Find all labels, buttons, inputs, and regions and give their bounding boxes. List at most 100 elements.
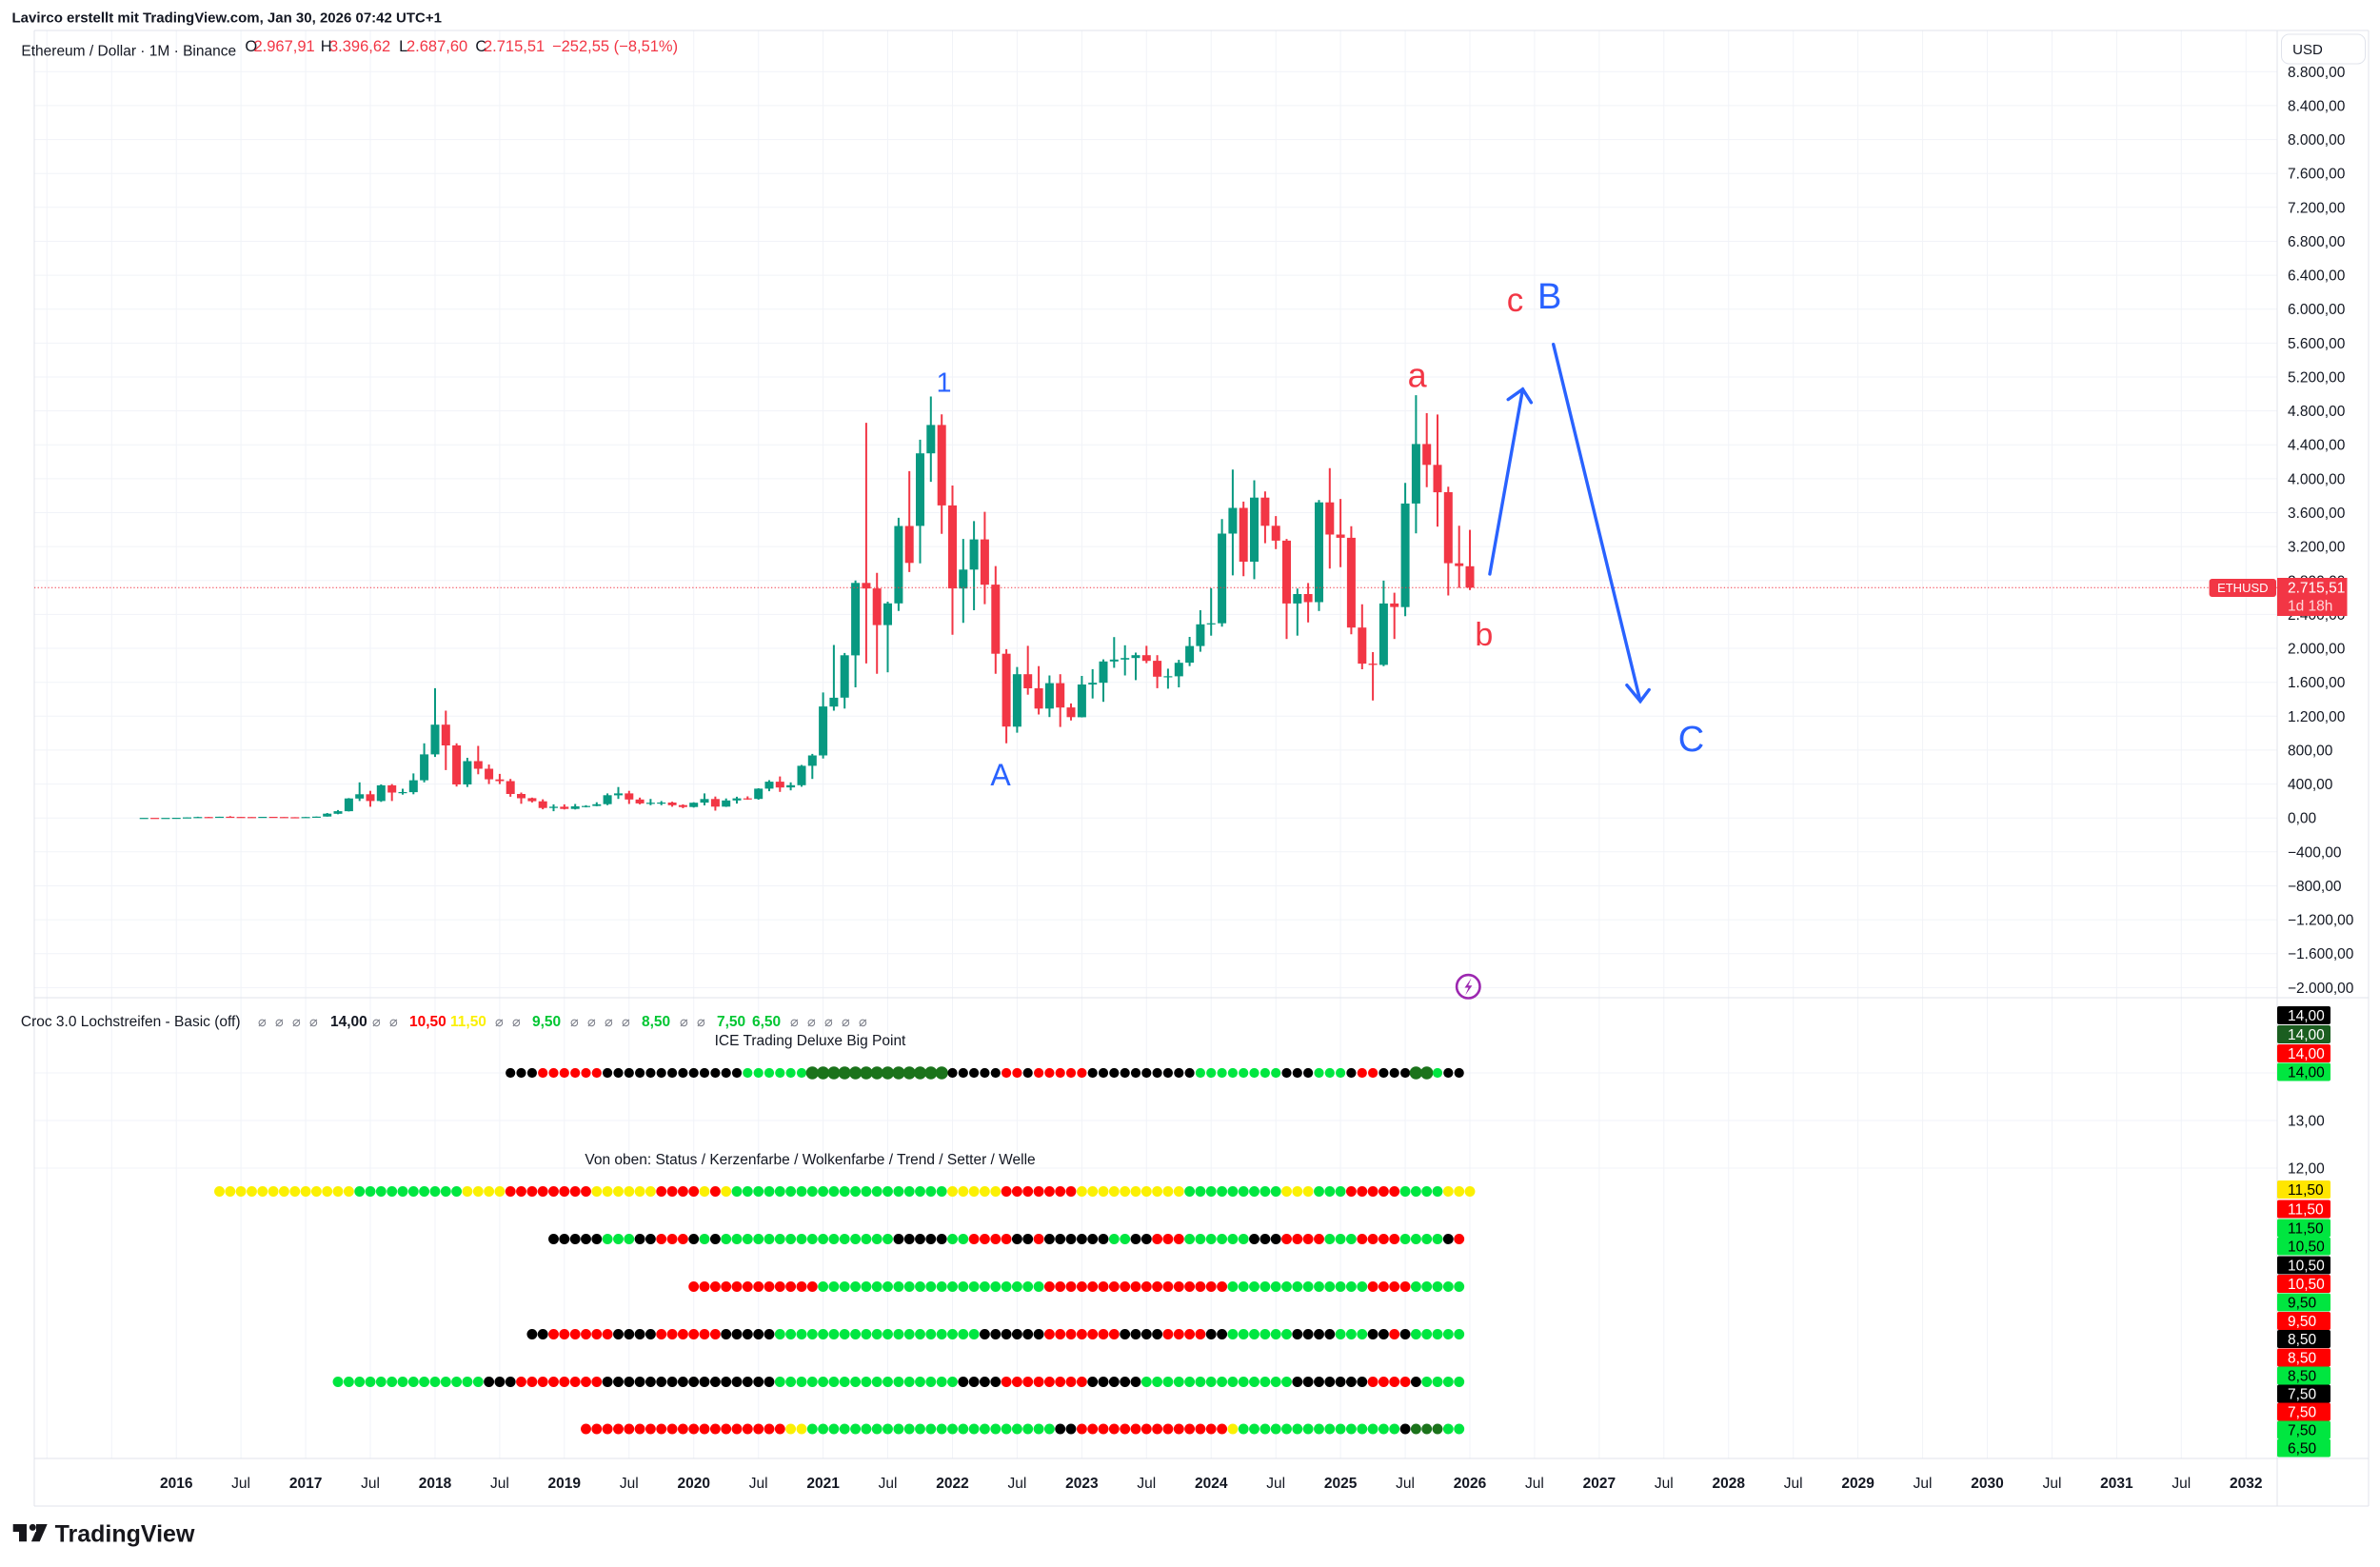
- svg-text:⌀: ⌀: [807, 1015, 816, 1030]
- svg-text:TradingView: TradingView: [55, 1521, 195, 1548]
- svg-text:14,00: 14,00: [2288, 1046, 2325, 1062]
- svg-text:Jul: Jul: [1914, 1476, 1933, 1492]
- svg-text:4.400,00: 4.400,00: [2288, 438, 2346, 454]
- svg-text:−800,00: −800,00: [2288, 879, 2342, 895]
- svg-text:−252,55 (−8,51%): −252,55 (−8,51%): [552, 38, 678, 55]
- svg-text:8.400,00: 8.400,00: [2288, 98, 2346, 114]
- svg-text:9,50: 9,50: [2288, 1314, 2317, 1330]
- svg-text:9,50: 9,50: [2288, 1296, 2317, 1312]
- svg-text:7,50: 7,50: [2288, 1423, 2317, 1439]
- svg-text:7.200,00: 7.200,00: [2288, 200, 2346, 216]
- svg-text:⌀: ⌀: [790, 1015, 799, 1030]
- svg-text:2027: 2027: [1583, 1476, 1616, 1492]
- svg-text:3.200,00: 3.200,00: [2288, 540, 2346, 556]
- svg-text:⌀: ⌀: [258, 1015, 267, 1030]
- svg-text:13,00: 13,00: [2288, 1114, 2325, 1130]
- svg-text:4.800,00: 4.800,00: [2288, 404, 2346, 420]
- svg-text:11,50: 11,50: [2288, 1202, 2324, 1219]
- svg-text:7,50: 7,50: [2288, 1405, 2317, 1421]
- svg-text:6.000,00: 6.000,00: [2288, 302, 2346, 318]
- svg-text:400,00: 400,00: [2288, 777, 2333, 793]
- svg-text:Jul: Jul: [620, 1476, 639, 1492]
- svg-text:11,50: 11,50: [450, 1014, 486, 1030]
- svg-text:Jul: Jul: [1784, 1476, 1803, 1492]
- svg-text:Jul: Jul: [1137, 1476, 1156, 1492]
- svg-text:2.715,51: 2.715,51: [2288, 581, 2345, 597]
- svg-text:2021: 2021: [806, 1476, 840, 1492]
- svg-text:11,50: 11,50: [2288, 1221, 2324, 1238]
- svg-text:⌀: ⌀: [292, 1015, 301, 1030]
- svg-text:12,00: 12,00: [2288, 1161, 2325, 1178]
- svg-text:Jul: Jul: [2043, 1476, 2062, 1492]
- svg-text:2030: 2030: [1971, 1476, 2003, 1492]
- svg-text:14,00: 14,00: [2288, 1008, 2325, 1024]
- svg-text:Croc 3.0 Lochstreifen - Basic: Croc 3.0 Lochstreifen - Basic (off): [21, 1014, 241, 1030]
- svg-text:ETHUSD: ETHUSD: [2217, 581, 2268, 595]
- svg-text:Jul: Jul: [231, 1476, 250, 1492]
- svg-text:10,50: 10,50: [2288, 1277, 2325, 1293]
- svg-text:L: L: [399, 38, 407, 55]
- svg-text:Jul: Jul: [2172, 1476, 2191, 1492]
- svg-text:2023: 2023: [1065, 1476, 1099, 1492]
- svg-text:H: H: [321, 38, 332, 55]
- svg-text:2018: 2018: [419, 1476, 452, 1492]
- svg-text:5.200,00: 5.200,00: [2288, 370, 2346, 387]
- svg-text:7,50: 7,50: [2288, 1387, 2317, 1403]
- svg-text:10,50: 10,50: [2288, 1240, 2325, 1256]
- svg-text:2017: 2017: [289, 1476, 322, 1492]
- svg-text:3.600,00: 3.600,00: [2288, 506, 2346, 522]
- svg-text:C: C: [1678, 720, 1704, 760]
- svg-text:Jul: Jul: [1396, 1476, 1415, 1492]
- svg-text:2028: 2028: [1713, 1476, 1746, 1492]
- svg-text:7,50: 7,50: [717, 1014, 745, 1030]
- svg-text:Jul: Jul: [1007, 1476, 1026, 1492]
- svg-text:⌀: ⌀: [495, 1015, 504, 1030]
- svg-text:Jul: Jul: [1525, 1476, 1544, 1492]
- svg-text:O: O: [245, 38, 257, 55]
- svg-text:7.600,00: 7.600,00: [2288, 167, 2346, 183]
- svg-text:Ethereum / Dollar · 1M · Binan: Ethereum / Dollar · 1M · Binance: [21, 44, 236, 60]
- svg-text:−400,00: −400,00: [2288, 844, 2342, 861]
- svg-text:2026: 2026: [1454, 1476, 1487, 1492]
- svg-text:2.687,60: 2.687,60: [407, 38, 467, 55]
- svg-text:⌀: ⌀: [622, 1015, 630, 1030]
- svg-text:Jul: Jul: [879, 1476, 898, 1492]
- svg-text:3.396,62: 3.396,62: [329, 38, 390, 55]
- svg-text:8.800,00: 8.800,00: [2288, 65, 2346, 81]
- svg-text:⌀: ⌀: [570, 1015, 579, 1030]
- svg-text:1.600,00: 1.600,00: [2288, 675, 2346, 691]
- svg-text:8,50: 8,50: [2288, 1369, 2317, 1385]
- svg-text:Jul: Jul: [749, 1476, 768, 1492]
- svg-text:⌀: ⌀: [587, 1015, 596, 1030]
- svg-text:c: c: [1507, 282, 1524, 319]
- svg-text:8,50: 8,50: [642, 1014, 670, 1030]
- svg-text:⌀: ⌀: [824, 1015, 833, 1030]
- svg-text:10,50: 10,50: [2288, 1259, 2325, 1275]
- svg-text:6.400,00: 6.400,00: [2288, 268, 2346, 285]
- svg-text:2024: 2024: [1195, 1476, 1228, 1492]
- svg-text:−1.200,00: −1.200,00: [2288, 913, 2354, 929]
- svg-text:1.200,00: 1.200,00: [2288, 709, 2346, 725]
- svg-text:ICE Trading Deluxe Big Point: ICE Trading Deluxe Big Point: [715, 1033, 906, 1049]
- svg-text:b: b: [1475, 617, 1493, 653]
- svg-text:2025: 2025: [1324, 1476, 1358, 1492]
- svg-text:A: A: [990, 758, 1011, 792]
- svg-text:Lavirco erstellt mit TradingVi: Lavirco erstellt mit TradingView.com, Ja…: [12, 10, 442, 27]
- svg-text:2022: 2022: [936, 1476, 968, 1492]
- svg-text:⌀: ⌀: [275, 1015, 284, 1030]
- svg-text:2.715,51: 2.715,51: [484, 38, 545, 55]
- svg-text:8,50: 8,50: [2288, 1351, 2317, 1367]
- svg-text:⌀: ⌀: [680, 1015, 688, 1030]
- svg-text:C: C: [475, 38, 486, 55]
- svg-text:⌀: ⌀: [859, 1015, 867, 1030]
- svg-text:Von oben: Status / Kerzenfarbe: Von oben: Status / Kerzenfarbe / Wolkenf…: [585, 1152, 1035, 1168]
- svg-text:2032: 2032: [2230, 1476, 2262, 1492]
- svg-text:9,50: 9,50: [532, 1014, 561, 1030]
- svg-text:USD: USD: [2292, 42, 2323, 58]
- svg-text:800,00: 800,00: [2288, 743, 2333, 759]
- svg-text:5.600,00: 5.600,00: [2288, 336, 2346, 352]
- svg-text:Jul: Jul: [1266, 1476, 1285, 1492]
- svg-text:⌀: ⌀: [372, 1015, 381, 1030]
- svg-text:14,00: 14,00: [2288, 1065, 2325, 1081]
- svg-text:6,50: 6,50: [752, 1014, 781, 1030]
